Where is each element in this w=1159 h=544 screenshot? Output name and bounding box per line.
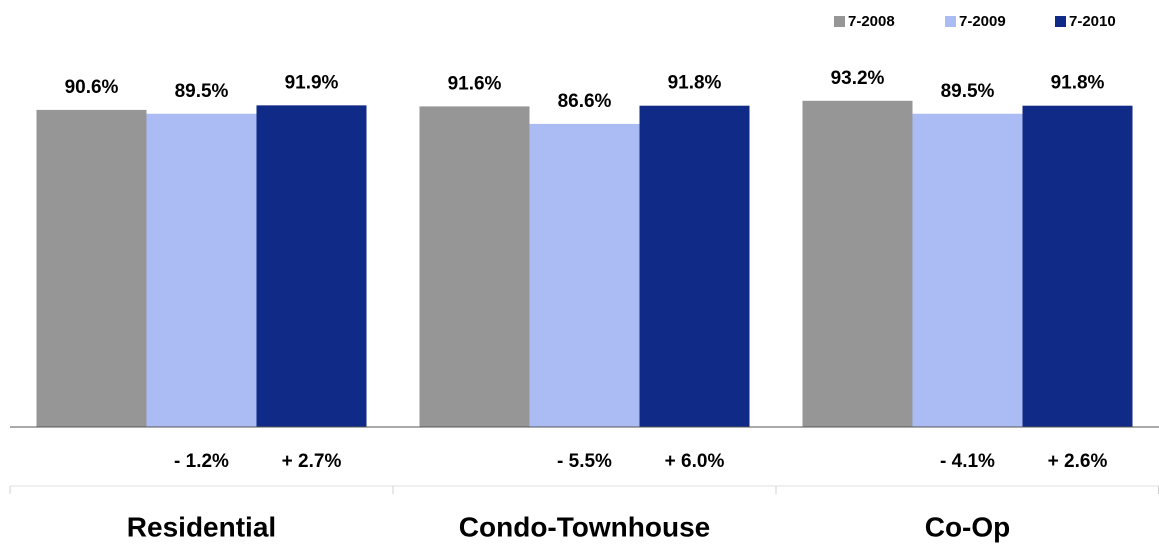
bar <box>146 113 257 427</box>
category-label: Residential <box>127 511 276 542</box>
category-label: Condo-Townhouse <box>459 511 710 542</box>
value-label: 91.8% <box>1051 73 1105 94</box>
legend-swatch <box>1055 16 1066 27</box>
bar <box>419 106 530 428</box>
bar <box>256 105 367 427</box>
bar <box>1022 105 1133 427</box>
change-label: + 2.6% <box>1048 451 1108 472</box>
value-label: 86.6% <box>558 91 612 112</box>
legend-swatch <box>945 16 956 27</box>
bar <box>639 105 750 427</box>
legend-label: 7-2009 <box>959 13 1006 30</box>
legend-label: 7-2010 <box>1069 13 1116 30</box>
bar <box>529 123 640 428</box>
bar <box>802 100 913 428</box>
value-label: 91.6% <box>448 73 502 94</box>
change-label: + 6.0% <box>665 451 725 472</box>
bar <box>912 113 1023 427</box>
change-label: + 2.7% <box>282 451 342 472</box>
value-label: 91.9% <box>285 72 339 93</box>
legend-swatch <box>834 16 845 27</box>
change-label: - 4.1% <box>940 451 995 472</box>
value-label: 89.5% <box>175 81 229 102</box>
change-label: - 1.2% <box>174 451 229 472</box>
value-label: 89.5% <box>941 81 995 102</box>
value-label: 93.2% <box>831 68 885 89</box>
legend-label: 7-2008 <box>848 13 895 30</box>
category-label: Co-Op <box>925 511 1011 542</box>
change-label: - 5.5% <box>557 451 612 472</box>
value-label: 90.6% <box>65 77 119 98</box>
bar <box>36 109 147 428</box>
value-label: 91.8% <box>668 73 722 94</box>
